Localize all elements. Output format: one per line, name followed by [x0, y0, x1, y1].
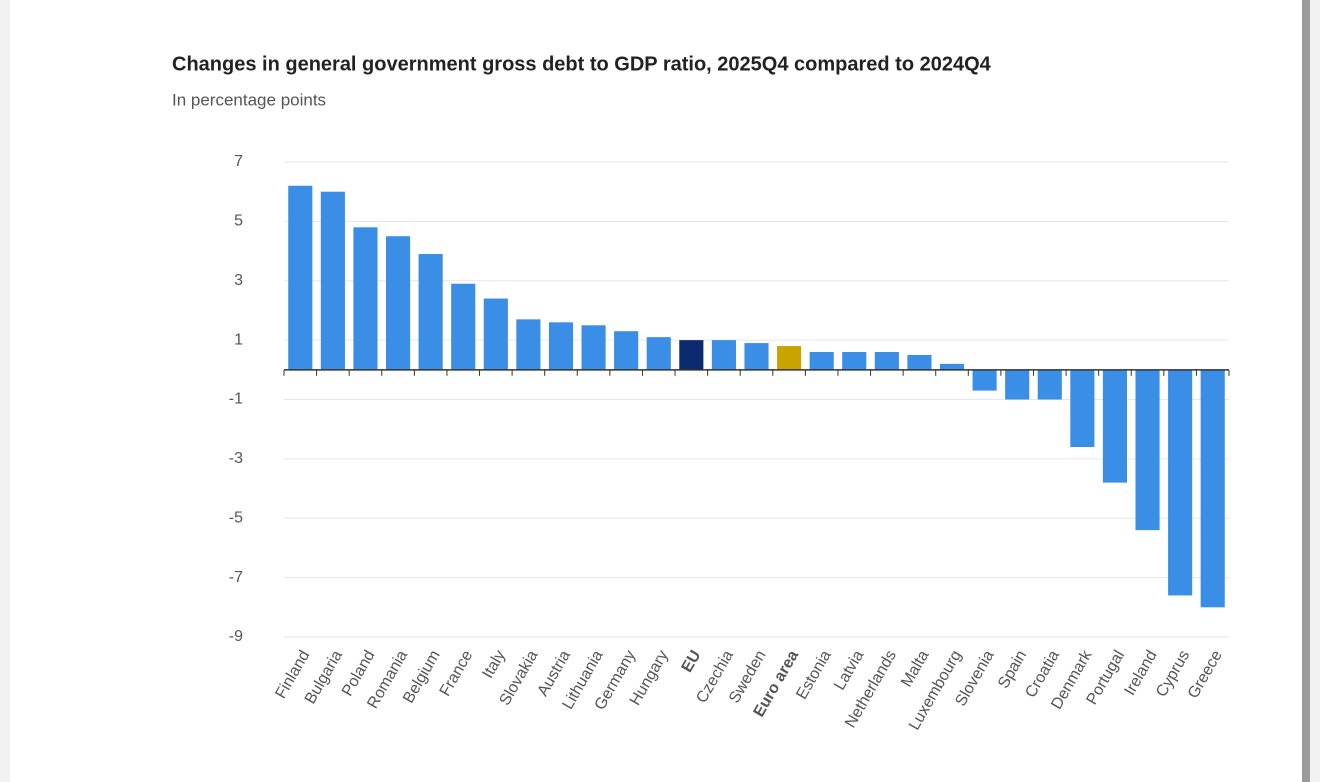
x-tick-label: EU	[679, 648, 705, 676]
y-tick-label: -5	[229, 509, 243, 526]
bar	[1037, 369, 1062, 400]
bar	[548, 322, 574, 370]
x-tick-label: Spain	[995, 648, 1030, 692]
bar	[744, 343, 769, 370]
bar	[809, 352, 834, 370]
y-tick-label: 1	[234, 331, 243, 348]
bar	[777, 346, 802, 370]
bar	[874, 352, 899, 370]
x-tick-label: France	[437, 648, 477, 700]
bar	[614, 331, 639, 370]
bar	[842, 352, 867, 370]
bar	[939, 363, 965, 370]
bar	[288, 185, 313, 370]
bar	[581, 325, 606, 370]
chart-title: Changes in general government gross debt…	[172, 53, 992, 75]
chart-subtitle: In percentage points	[172, 90, 326, 109]
bar	[1005, 369, 1030, 400]
bar	[483, 298, 508, 370]
bar	[1135, 369, 1160, 531]
x-tick-label: Italy	[480, 648, 509, 682]
x-labels: FinlandBulgariaPolandRomaniaBelgiumFranc…	[272, 647, 1225, 732]
bar	[1070, 369, 1095, 447]
y-tick-label: -7	[229, 569, 243, 586]
bar	[679, 340, 704, 370]
bar	[711, 340, 736, 370]
bar	[353, 227, 378, 370]
bar	[418, 254, 443, 370]
y-tick-label: 5	[234, 213, 243, 230]
bar	[320, 191, 345, 370]
bar	[646, 337, 671, 370]
x-tick-label: Malta	[898, 648, 932, 690]
y-tick-label: -3	[229, 450, 243, 467]
bar	[972, 369, 997, 391]
bar	[385, 236, 411, 370]
bar	[451, 283, 476, 370]
y-tick-label: 3	[234, 272, 243, 289]
bar	[1102, 369, 1128, 483]
y-tick-label: 7	[234, 153, 243, 170]
bar	[516, 319, 541, 370]
bar	[1168, 369, 1193, 596]
y-tick-label: -1	[229, 391, 243, 408]
bar	[907, 354, 932, 370]
y-tick-label: -9	[229, 628, 243, 645]
bar	[1200, 369, 1225, 608]
